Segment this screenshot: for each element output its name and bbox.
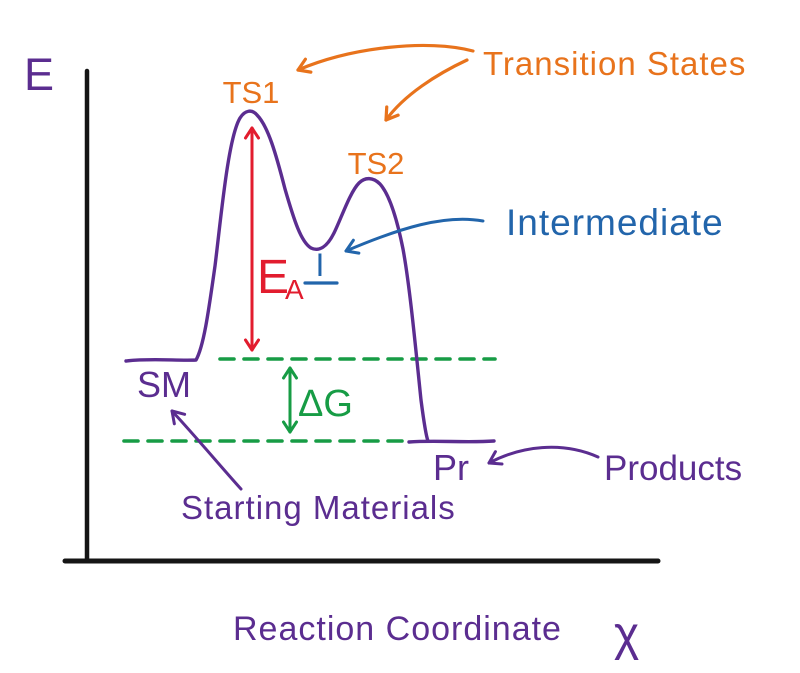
intermediate-symbol-label: I xyxy=(316,247,325,283)
y-axis-label: E xyxy=(24,49,54,100)
intermediate-label: Intermediate xyxy=(506,202,724,243)
starting-materials-label: Starting Materials xyxy=(181,489,456,526)
ts2-pointer-arrow xyxy=(384,58,469,122)
transition-states-label: Transition States xyxy=(483,45,746,82)
ts1-label: TS1 xyxy=(223,75,280,110)
activation-energy-label: E xyxy=(257,251,289,304)
delta-g-label: ΔG xyxy=(298,383,353,425)
chi-symbol: χ xyxy=(614,608,639,661)
products-plateau xyxy=(407,439,496,444)
x-axis-label: Reaction Coordinate xyxy=(233,610,562,648)
energy-curve xyxy=(124,109,430,443)
starting-materials-pointer-arrow xyxy=(170,409,243,491)
pr-label: Pr xyxy=(433,447,469,488)
activation-energy-subscript: A xyxy=(285,274,304,305)
sm-label: SM xyxy=(137,364,191,405)
ts1-pointer-arrow xyxy=(296,43,475,74)
products-pointer-arrow xyxy=(487,445,600,466)
ts2-label: TS2 xyxy=(348,146,405,181)
intermediate-pointer-arrow xyxy=(344,217,485,255)
products-label: Products xyxy=(604,449,742,488)
